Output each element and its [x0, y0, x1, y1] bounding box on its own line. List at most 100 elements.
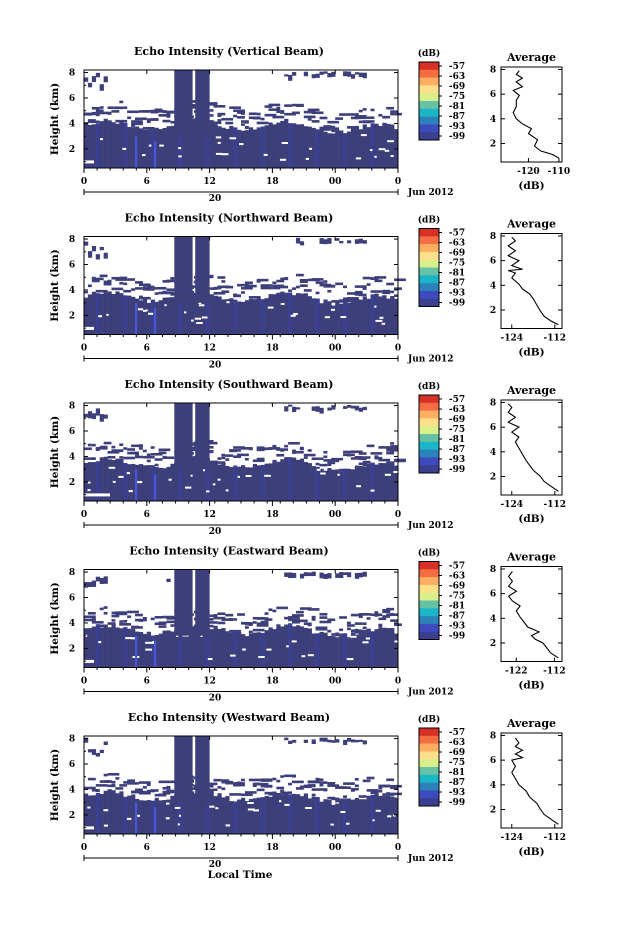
echo-patch [225, 285, 234, 289]
colorbar-band [419, 426, 439, 435]
colorbar-band [419, 728, 439, 737]
echo-gap [279, 158, 287, 161]
echo-column [182, 120, 187, 168]
echo-column [272, 791, 277, 834]
echo-column [166, 630, 171, 668]
echo-patch [119, 100, 124, 104]
echo-patch [158, 110, 167, 113]
echo-patch [205, 109, 214, 112]
profile-x-tick-label: -122 [505, 667, 528, 677]
echo-column [229, 632, 234, 668]
echo-gap [168, 478, 172, 481]
echo-column [170, 125, 175, 168]
echo-patch [225, 454, 234, 457]
echo-patch [284, 277, 289, 280]
echo-upper-patch [358, 238, 363, 244]
echo-patch [131, 451, 139, 455]
echo-patch [256, 624, 269, 627]
echo-patch [127, 116, 132, 120]
colorbar-frame [418, 394, 440, 474]
echo-upper-patch [362, 72, 367, 79]
colorbar-band [419, 449, 439, 458]
echo-patch [123, 447, 128, 450]
echo-gap [362, 641, 369, 644]
colorbar-band [419, 267, 439, 276]
echo-patch [382, 610, 391, 614]
panel-2: Echo Intensity (Southward Beam) 2 4 6 8 Heigh… [49, 378, 566, 537]
echo-upper-patch [327, 237, 332, 244]
echo-patch [268, 608, 273, 612]
colorbar-tick-label: -81 [449, 435, 465, 445]
echo-patch [213, 121, 222, 125]
echo-gap [331, 308, 335, 311]
echo-patch [225, 121, 234, 125]
echo-column [158, 300, 163, 335]
profile-frame [500, 732, 563, 829]
echo-column [307, 628, 312, 668]
colorbar-band [419, 465, 439, 474]
echo-column [323, 799, 328, 834]
echo-gap [131, 637, 137, 640]
echo-spike [135, 302, 138, 335]
echo-patch [323, 455, 328, 459]
echo-patch [299, 607, 312, 610]
echo-column [390, 628, 395, 668]
echo-patch [154, 463, 159, 467]
echo-patch [111, 449, 124, 452]
echo-upper-patch [95, 254, 100, 260]
colorbar-tick-label: -99 [449, 132, 465, 142]
echo-column [315, 466, 320, 501]
echo-patch [209, 103, 218, 106]
echo-gap [178, 814, 181, 817]
echo-patch [331, 633, 336, 636]
echo-column [142, 130, 148, 168]
echo-column [95, 293, 100, 335]
y-tick-label: 4 [69, 286, 75, 296]
echo-patch [127, 278, 136, 281]
echo-upper-patch [323, 737, 328, 742]
echo-patch [354, 455, 363, 459]
echo-patch [362, 120, 371, 124]
echo-column [115, 793, 120, 834]
echo-patch [213, 778, 222, 782]
echo-upper-patch [84, 413, 89, 418]
echo-upper-patch [303, 572, 309, 577]
echo-column [319, 801, 324, 834]
echo-gap [194, 317, 202, 320]
y-tick-label: 8 [69, 568, 75, 578]
echo-patch [260, 284, 269, 288]
echo-patch [362, 456, 371, 459]
echo-upper-patch [295, 237, 301, 244]
echo-gap [106, 313, 109, 316]
echo-gap [212, 483, 216, 486]
echo-patch [146, 285, 155, 289]
echo-patch [146, 459, 151, 463]
echo-gap [346, 822, 350, 825]
echo-patch [213, 292, 218, 295]
echo-column [150, 635, 155, 668]
echo-gap [293, 313, 298, 315]
echo-upper-patch [346, 737, 352, 742]
echo-patch [272, 444, 277, 448]
echo-patch [213, 616, 226, 620]
echo-patch [119, 456, 124, 459]
echo-patch [91, 788, 100, 792]
echo-patch [331, 797, 340, 801]
echo-column [103, 456, 108, 501]
echo-column [248, 298, 254, 335]
echo-column [178, 124, 183, 168]
echo-patch [303, 115, 316, 119]
echo-upper-patch [299, 241, 305, 246]
y-axis-label: Height (km) [49, 749, 61, 821]
echo-patch [390, 110, 398, 113]
echo-column [217, 464, 222, 501]
y-tick-label: 2 [69, 811, 75, 821]
echo-upper-patch [87, 582, 93, 587]
echo-column [162, 630, 167, 668]
echo-column [107, 120, 112, 168]
echo-patch [276, 786, 285, 790]
echo-column [103, 292, 108, 335]
colorbar-band [419, 434, 439, 443]
profile-y-tick-label: 2 [490, 805, 496, 815]
echo-patch [142, 786, 147, 789]
